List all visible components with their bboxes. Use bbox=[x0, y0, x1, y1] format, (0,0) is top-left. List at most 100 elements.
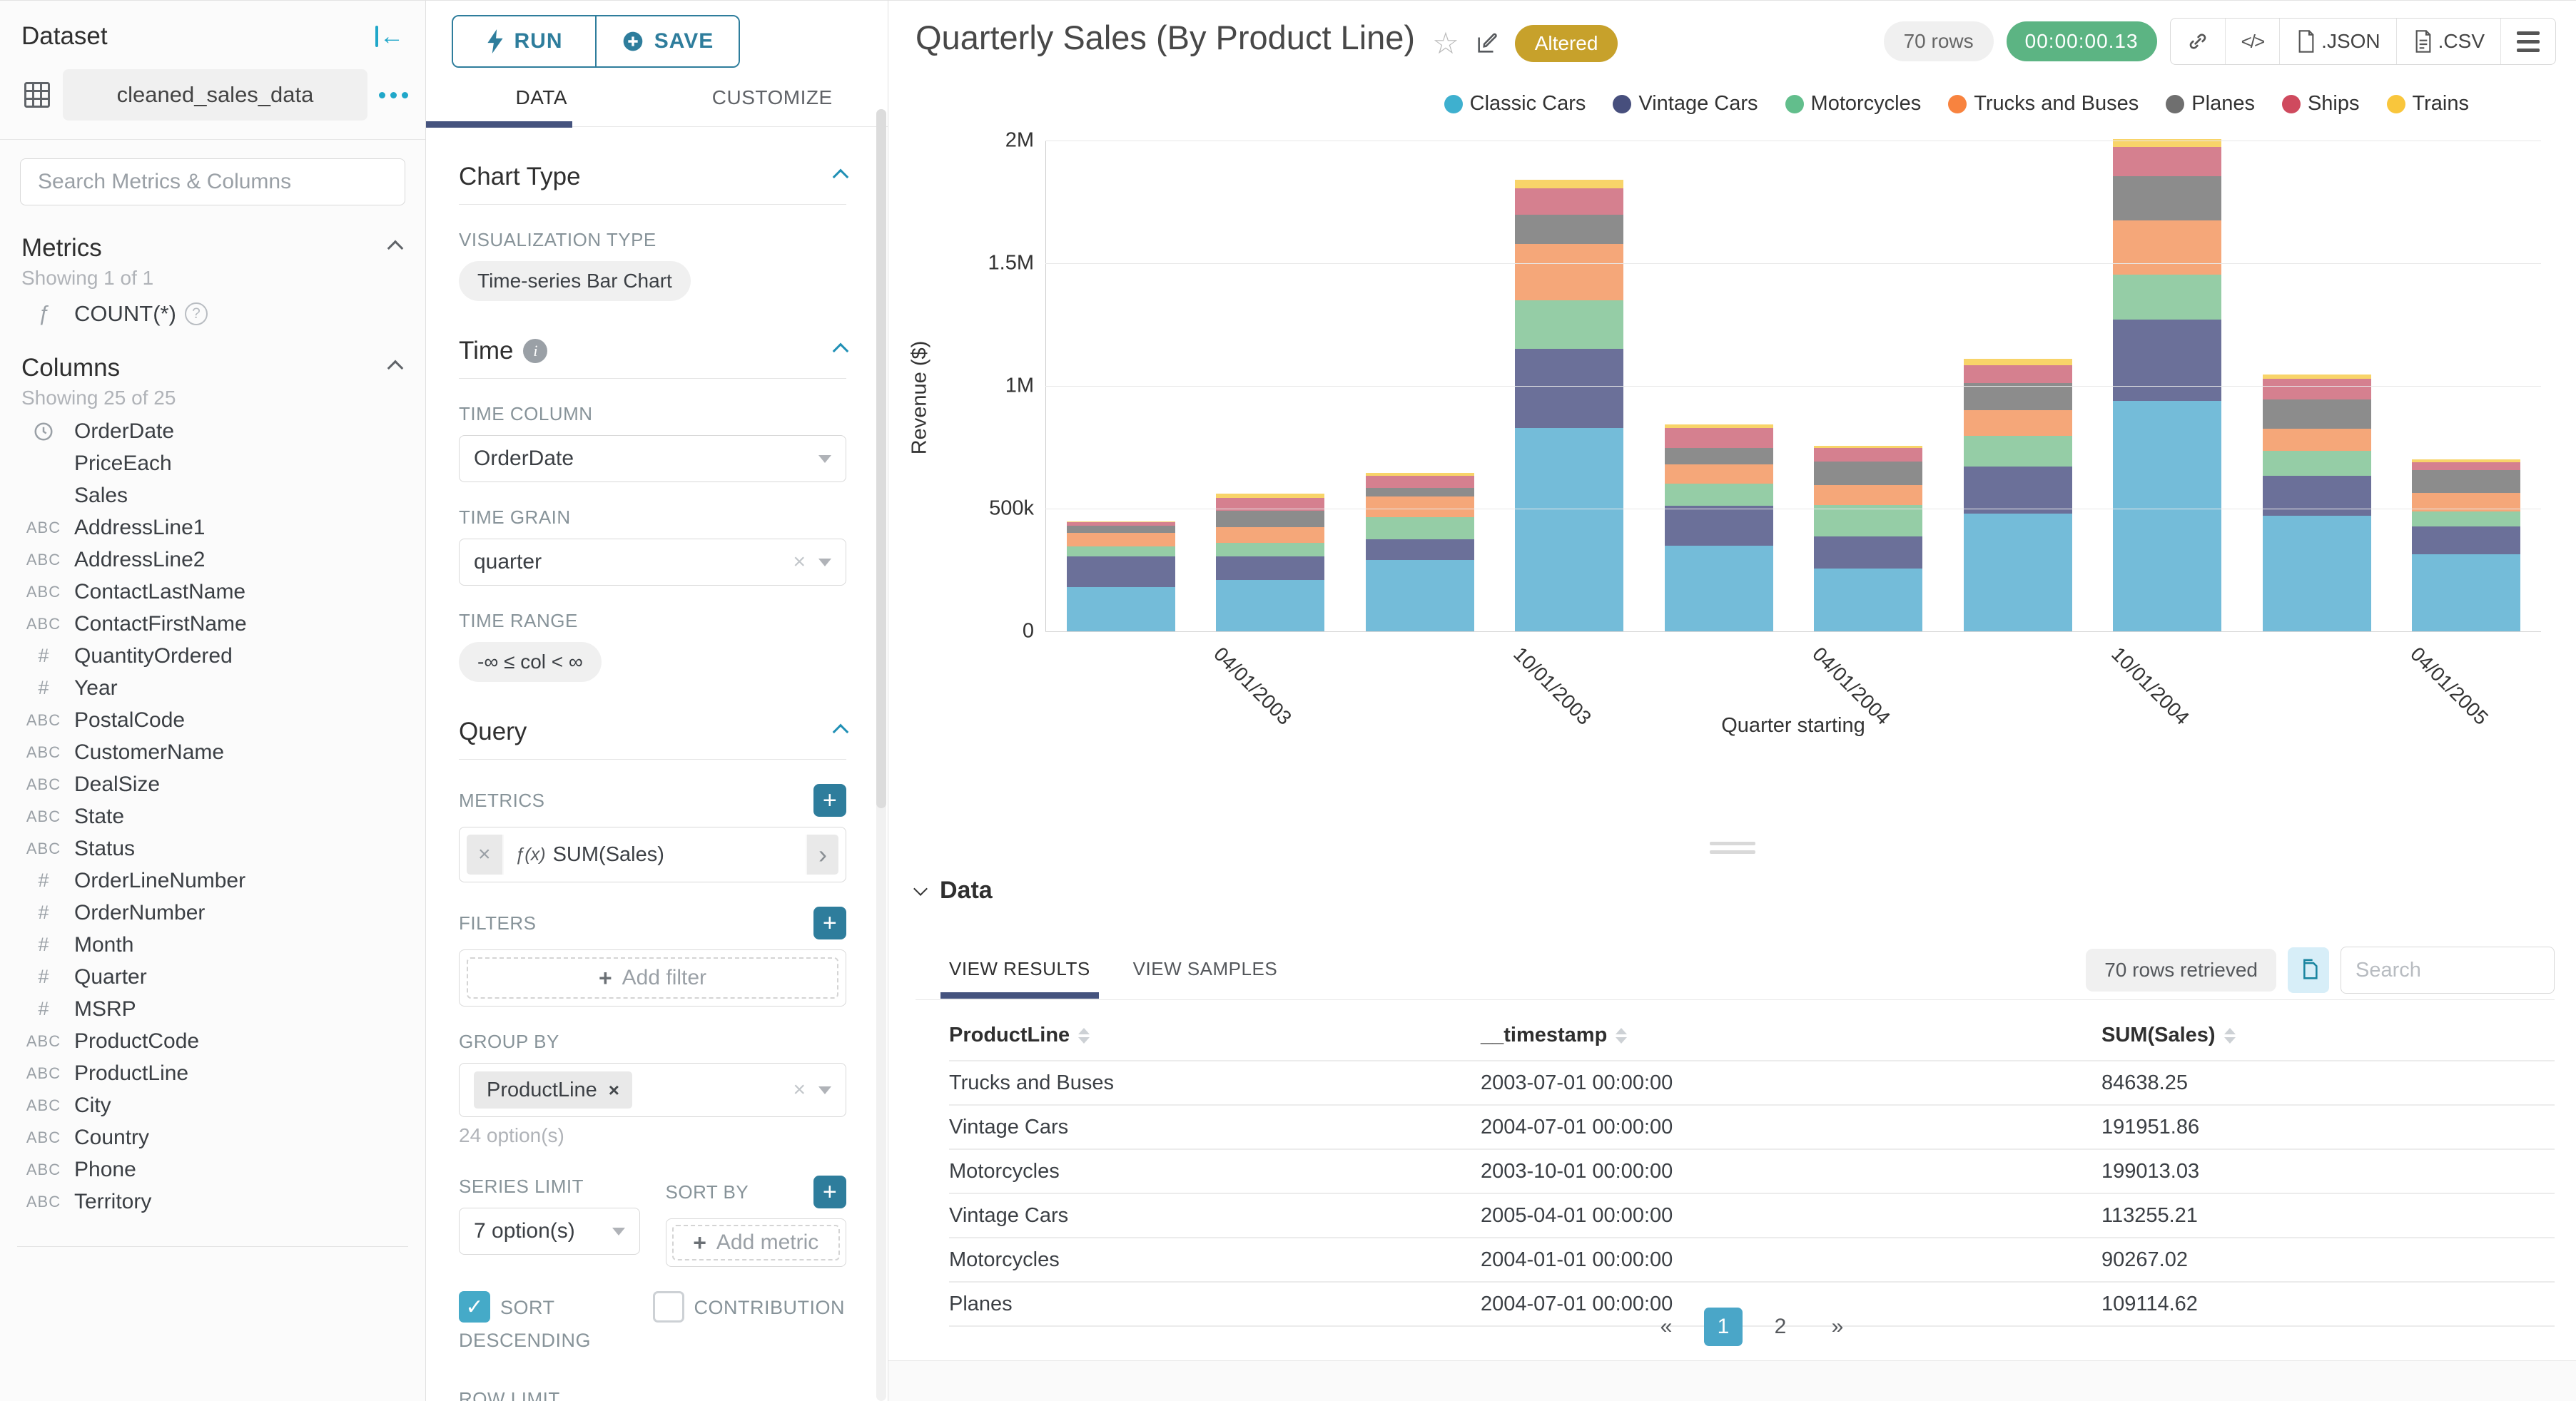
bar-segment-Classic Cars[interactable] bbox=[1963, 513, 2072, 631]
column-item-DealSize[interactable]: ABC DealSize bbox=[0, 768, 425, 800]
column-item-MSRP[interactable]: # MSRP bbox=[0, 993, 425, 1025]
sort-icon[interactable] bbox=[1078, 1028, 1090, 1044]
bar-segment-Motorcycles[interactable] bbox=[1814, 504, 1923, 536]
bar-segment-Motorcycles[interactable] bbox=[1963, 435, 2072, 467]
bar-segment-Motorcycles[interactable] bbox=[2412, 511, 2521, 526]
export-csv-button[interactable]: .CSV bbox=[2397, 19, 2501, 64]
bar-segment-Planes[interactable] bbox=[1814, 461, 1923, 485]
table-header-SUM(Sales)[interactable]: SUM(Sales) bbox=[2101, 1017, 2555, 1061]
legend-item-Motorcycles[interactable]: Motorcycles bbox=[1785, 92, 1921, 116]
legend-item-Trains[interactable]: Trains bbox=[2386, 92, 2469, 116]
results-search-input[interactable] bbox=[2341, 947, 2555, 994]
sort-icon[interactable] bbox=[1616, 1028, 1628, 1044]
bar-segment-Ships[interactable] bbox=[2412, 462, 2521, 470]
column-item-PostalCode[interactable]: ABC PostalCode bbox=[0, 704, 425, 736]
collapse-sidebar-icon[interactable]: ← bbox=[375, 23, 404, 51]
bar-segment-Motorcycles[interactable] bbox=[1664, 483, 1773, 506]
bar-segment-Planes[interactable] bbox=[1963, 383, 2072, 410]
bar-segment-Trains[interactable] bbox=[1515, 180, 1624, 189]
embed-code-button[interactable]: </> bbox=[2226, 19, 2281, 64]
bar-segment-Ships[interactable] bbox=[2262, 378, 2371, 399]
column-item-ContactFirstName[interactable]: ABC ContactFirstName bbox=[0, 608, 425, 640]
legend-item-Ships[interactable]: Ships bbox=[2281, 92, 2360, 116]
group-by-select[interactable]: ProductLine × × bbox=[459, 1063, 846, 1117]
bar-segment-Planes[interactable] bbox=[1664, 447, 1773, 464]
bar-segment-Classic Cars[interactable] bbox=[2113, 400, 2222, 631]
bar-segment-Classic Cars[interactable] bbox=[2262, 516, 2371, 631]
bar-segment-Trucks and Buses[interactable] bbox=[1515, 243, 1624, 300]
bar-segment-Trucks and Buses[interactable] bbox=[2113, 220, 2222, 275]
column-item-CustomerName[interactable]: ABC CustomerName bbox=[0, 736, 425, 768]
legend-item-Trucks and Buses[interactable]: Trucks and Buses bbox=[1948, 92, 2139, 116]
bar-segment-Motorcycles[interactable] bbox=[1216, 543, 1325, 557]
bar-segment-Vintage Cars[interactable] bbox=[2412, 526, 2521, 554]
bar-segment-Classic Cars[interactable] bbox=[1066, 587, 1175, 631]
stacked-bar-07/01/2003[interactable] bbox=[1365, 472, 1474, 631]
query-collapse-icon[interactable] bbox=[832, 723, 849, 740]
metric-item[interactable]: ƒ COUNT(*) ? bbox=[0, 295, 425, 332]
stacked-bar-01/01/2003[interactable] bbox=[1066, 521, 1175, 631]
bar-segment-Classic Cars[interactable] bbox=[1515, 427, 1624, 631]
bar-segment-Motorcycles[interactable] bbox=[2262, 451, 2371, 476]
bar-segment-Planes[interactable] bbox=[1216, 511, 1325, 527]
bar-segment-Ships[interactable] bbox=[1066, 521, 1175, 526]
bar-segment-Trucks and Buses[interactable] bbox=[1066, 533, 1175, 547]
table-header-__timestamp[interactable]: __timestamp bbox=[1481, 1017, 2101, 1061]
column-item-AddressLine2[interactable]: ABC AddressLine2 bbox=[0, 544, 425, 576]
add-filter-button[interactable]: + bbox=[813, 907, 846, 939]
tab-view-results[interactable]: VIEW RESULTS bbox=[940, 958, 1099, 999]
bar-segment-Trucks and Buses[interactable] bbox=[1216, 526, 1325, 544]
panel-resize-handle[interactable] bbox=[1709, 837, 1755, 859]
bar-segment-Trains[interactable] bbox=[2113, 139, 2222, 147]
stacked-bar-04/01/2003[interactable] bbox=[1216, 494, 1325, 631]
clear-icon[interactable]: × bbox=[793, 550, 806, 574]
bar-segment-Vintage Cars[interactable] bbox=[1515, 349, 1624, 428]
add-sort-metric-dropzone[interactable]: + Add metric bbox=[671, 1225, 840, 1260]
export-json-button[interactable]: .JSON bbox=[2280, 19, 2397, 64]
bar-segment-Vintage Cars[interactable] bbox=[2113, 320, 2222, 401]
column-item-OrderLineNumber[interactable]: # OrderLineNumber bbox=[0, 865, 425, 897]
bar-segment-Planes[interactable] bbox=[1515, 214, 1624, 244]
bar-segment-Classic Cars[interactable] bbox=[1814, 568, 1923, 631]
bar-segment-Vintage Cars[interactable] bbox=[1814, 536, 1923, 569]
column-item-ProductLine[interactable]: ABC ProductLine bbox=[0, 1057, 425, 1089]
dataset-name[interactable]: cleaned_sales_data bbox=[63, 69, 367, 121]
bar-segment-Trucks and Buses[interactable] bbox=[1963, 409, 2072, 436]
column-item-State[interactable]: ABC State bbox=[0, 800, 425, 832]
column-item-OrderNumber[interactable]: # OrderNumber bbox=[0, 897, 425, 929]
time-collapse-icon[interactable] bbox=[832, 342, 849, 360]
metric-pill[interactable]: × ƒ(x) SUM(Sales) › bbox=[467, 835, 838, 875]
bar-segment-Classic Cars[interactable] bbox=[1365, 560, 1474, 631]
column-item-ProductCode[interactable]: ABC ProductCode bbox=[0, 1025, 425, 1057]
tab-customize[interactable]: CUSTOMIZE bbox=[711, 86, 833, 108]
pagination-prev[interactable]: « bbox=[1660, 1315, 1673, 1338]
column-item-ContactLastName[interactable]: ABC ContactLastName bbox=[0, 576, 425, 608]
bar-segment-Trucks and Buses[interactable] bbox=[1664, 464, 1773, 484]
bar-segment-Motorcycles[interactable] bbox=[1365, 517, 1474, 540]
column-item-AddressLine1[interactable]: ABC AddressLine1 bbox=[0, 511, 425, 544]
visualization-type-value[interactable]: Time-series Bar Chart bbox=[459, 261, 691, 301]
bar-segment-Trains[interactable] bbox=[1963, 358, 2072, 365]
column-item-City[interactable]: ABC City bbox=[0, 1089, 425, 1121]
remove-metric-icon[interactable]: × bbox=[467, 835, 504, 875]
column-item-Country[interactable]: ABC Country bbox=[0, 1121, 425, 1153]
time-range-value[interactable]: -∞ ≤ col < ∞ bbox=[459, 642, 602, 682]
column-item-PriceEach[interactable]: PriceEach bbox=[0, 447, 425, 479]
column-item-Status[interactable]: ABC Status bbox=[0, 832, 425, 865]
chart-type-collapse-icon[interactable] bbox=[832, 168, 849, 185]
metrics-collapse-icon[interactable] bbox=[387, 240, 404, 257]
bar-segment-Planes[interactable] bbox=[2262, 399, 2371, 429]
bar-segment-Trains[interactable] bbox=[1216, 494, 1325, 498]
save-button[interactable]: SAVE bbox=[597, 16, 739, 66]
bar-segment-Planes[interactable] bbox=[1365, 487, 1474, 496]
stacked-bar-04/01/2004[interactable] bbox=[1814, 446, 1923, 631]
bar-segment-Vintage Cars[interactable] bbox=[2262, 475, 2371, 516]
sort-icon[interactable] bbox=[2223, 1028, 2236, 1044]
bar-segment-Classic Cars[interactable] bbox=[1216, 579, 1325, 631]
bar-segment-Ships[interactable] bbox=[1664, 428, 1773, 448]
bar-segment-Trains[interactable] bbox=[1814, 446, 1923, 449]
bar-segment-Vintage Cars[interactable] bbox=[1963, 466, 2072, 514]
column-item-Quarter[interactable]: # Quarter bbox=[0, 961, 425, 993]
stacked-bar-04/01/2005[interactable] bbox=[2412, 459, 2521, 631]
data-panel-header[interactable]: Data bbox=[913, 877, 993, 905]
